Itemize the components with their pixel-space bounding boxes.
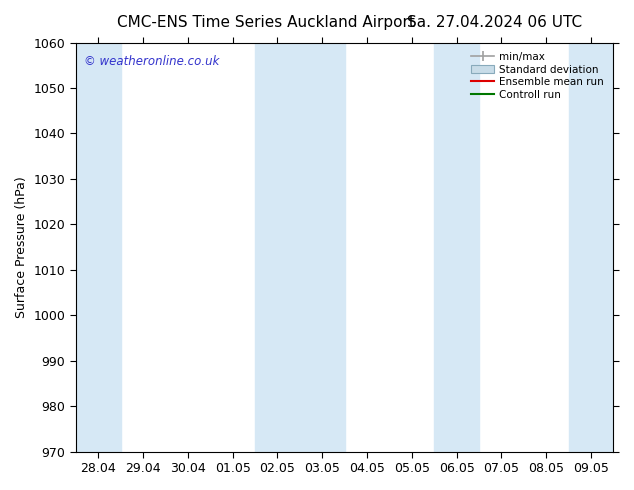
Y-axis label: Surface Pressure (hPa): Surface Pressure (hPa) bbox=[15, 176, 28, 318]
Bar bbox=[255, 43, 345, 452]
Bar bbox=[434, 43, 479, 452]
Bar bbox=[76, 43, 120, 452]
Text: CMC-ENS Time Series Auckland Airport: CMC-ENS Time Series Auckland Airport bbox=[117, 15, 415, 30]
Bar bbox=[569, 43, 614, 452]
Text: Sa. 27.04.2024 06 UTC: Sa. 27.04.2024 06 UTC bbox=[407, 15, 582, 30]
Text: © weatheronline.co.uk: © weatheronline.co.uk bbox=[84, 55, 219, 68]
Legend: min/max, Standard deviation, Ensemble mean run, Controll run: min/max, Standard deviation, Ensemble me… bbox=[467, 48, 608, 104]
